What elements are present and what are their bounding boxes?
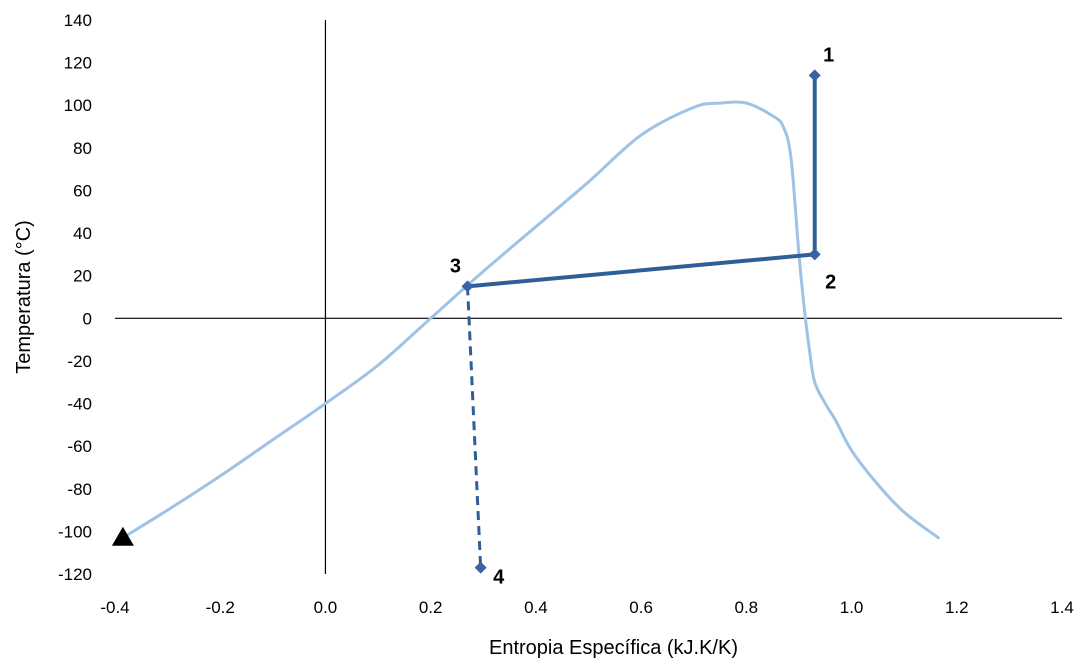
x-tick-label: 1.4 bbox=[1050, 598, 1074, 617]
cycle-point-4-label: 4 bbox=[493, 567, 505, 589]
x-tick-label: 0.0 bbox=[314, 598, 338, 617]
y-tick-label: 0 bbox=[83, 309, 92, 328]
cycle-points bbox=[461, 69, 820, 573]
y-tick-label: -80 bbox=[67, 480, 92, 499]
x-tick-label: 0.2 bbox=[419, 598, 443, 617]
cycle-point-2-marker bbox=[809, 248, 821, 260]
y-tick-label: -40 bbox=[67, 395, 92, 414]
y-tick-label: 40 bbox=[73, 224, 92, 243]
triangle-marker bbox=[112, 527, 134, 546]
cycle-point-4-marker bbox=[475, 562, 487, 574]
y-tick-label: 80 bbox=[73, 139, 92, 158]
cycle-point-1-label: 1 bbox=[823, 44, 834, 66]
cycle-point-2-label: 2 bbox=[825, 271, 836, 293]
x-tick-label: 1.2 bbox=[945, 598, 969, 617]
y-tick-label: 120 bbox=[64, 54, 92, 73]
cycle-point-labels: 1 2 3 4 bbox=[450, 44, 836, 588]
y-tick-label: 20 bbox=[73, 267, 92, 286]
x-tick-label: 0.8 bbox=[735, 598, 759, 617]
cycle-solid-line bbox=[467, 254, 814, 286]
y-axis-title: Temperatura (°C) bbox=[13, 220, 35, 374]
cycle-point-3-label: 3 bbox=[450, 255, 461, 277]
cycle-point-1-marker bbox=[809, 69, 821, 81]
y-tick-label: 140 bbox=[64, 11, 92, 30]
y-tick-label: -60 bbox=[67, 437, 92, 456]
y-tick-labels: -120 -100 -80 -60 -40 -20 0 20 40 60 80 100 120 140 bbox=[58, 11, 92, 584]
x-tick-label: -0.2 bbox=[206, 598, 235, 617]
y-tick-label: 60 bbox=[73, 181, 92, 200]
y-tick-label: -100 bbox=[58, 522, 92, 541]
x-tick-labels: -0.4 -0.2 0.0 0.2 0.4 0.6 0.8 1.0 1.2 1.4 bbox=[100, 598, 1073, 617]
x-axis-title: Entropia Específica (kJ.K/K) bbox=[489, 637, 738, 659]
x-tick-label: 0.6 bbox=[629, 598, 653, 617]
x-tick-label: 0.4 bbox=[524, 598, 548, 617]
cycle-dashed-line bbox=[467, 286, 480, 567]
x-tick-label: 1.0 bbox=[840, 598, 864, 617]
x-tick-label: -0.4 bbox=[100, 598, 129, 617]
y-tick-label: -120 bbox=[58, 565, 92, 584]
cycle-lines bbox=[467, 75, 814, 567]
y-tick-label: 100 bbox=[64, 96, 92, 115]
y-tick-label: -20 bbox=[67, 352, 92, 371]
